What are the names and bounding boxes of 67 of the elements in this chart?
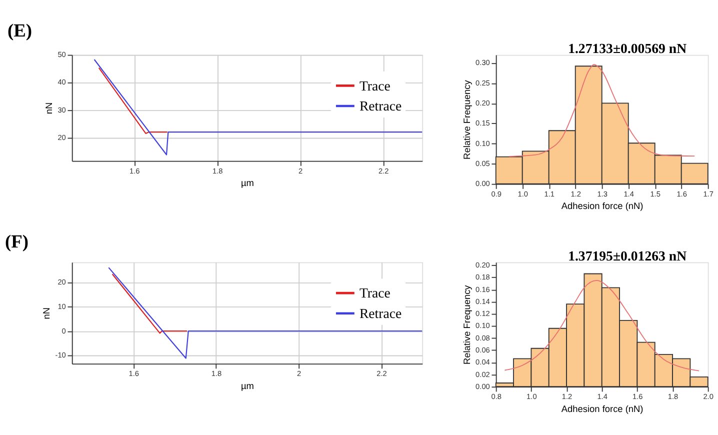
x-tick-label: 1.4 bbox=[624, 189, 634, 198]
x-axis-title: µm bbox=[240, 380, 254, 391]
y-tick-label: 0.14 bbox=[476, 296, 490, 306]
y-tick-label: 0 bbox=[62, 326, 66, 336]
y-tick-label: 0.25 bbox=[476, 78, 490, 88]
y-tick-label: 0.05 bbox=[476, 159, 490, 168]
legend-label: Trace bbox=[359, 286, 390, 301]
y-tick-label: 0.10 bbox=[476, 138, 490, 148]
line-series bbox=[504, 280, 700, 372]
x-tick-label: 0.9 bbox=[491, 189, 502, 198]
x-tick-label: 1.4 bbox=[597, 392, 608, 402]
x-tick-label: 1.8 bbox=[668, 392, 678, 402]
x-tick-label: 1.6 bbox=[676, 189, 687, 198]
x-tick-label: 1.3 bbox=[597, 189, 608, 198]
x-tick-label: 1.2 bbox=[562, 392, 572, 402]
x-tick-label: 1.0 bbox=[526, 392, 537, 402]
y-tick-label: 0.18 bbox=[476, 272, 490, 282]
annotation: 1.27133±0.00569 nN bbox=[568, 40, 687, 56]
y-tick-label: -10 bbox=[55, 350, 66, 360]
y-axis-title: nN bbox=[42, 307, 52, 320]
x-tick-label: 1.6 bbox=[128, 369, 140, 378]
x-axis-title: Adhesion force (nN) bbox=[561, 404, 644, 414]
x-tick-label: 2.0 bbox=[703, 392, 714, 402]
y-tick-label: 0.16 bbox=[476, 284, 490, 294]
y-tick-label: 30 bbox=[58, 105, 66, 114]
y-tick-label: 0.04 bbox=[476, 358, 490, 367]
y-tick-label: 50 bbox=[58, 50, 66, 60]
x-tick-label: 1.5 bbox=[650, 189, 660, 198]
x-tick-label: 1.8 bbox=[211, 369, 222, 378]
legend-label: Trace bbox=[359, 78, 390, 94]
x-tick-label: 1.8 bbox=[212, 166, 223, 176]
x-tick-label: 1.6 bbox=[632, 392, 643, 402]
chart-title: (F) bbox=[5, 231, 29, 252]
y-tick-label: 0.06 bbox=[476, 346, 490, 355]
x-tick-label: 1.0 bbox=[518, 189, 528, 198]
y-tick-label: 10 bbox=[58, 302, 66, 311]
y-axis-title: nN bbox=[44, 102, 54, 114]
y-tick-label: 40 bbox=[58, 78, 66, 87]
y-tick-label: 0.00 bbox=[476, 179, 490, 188]
x-axis-title: Adhesion force (nN) bbox=[561, 201, 644, 212]
x-tick-label: 2 bbox=[298, 166, 303, 176]
x-tick-label: 1.2 bbox=[570, 189, 581, 198]
x-tick-label: 1.7 bbox=[703, 189, 714, 198]
y-axis-title: Relative Frequency bbox=[462, 80, 472, 160]
y-tick-label: 0.12 bbox=[476, 309, 490, 318]
legend-label: Retrace bbox=[359, 98, 402, 114]
y-tick-label: 0.10 bbox=[476, 321, 490, 330]
x-tick-label: 2.2 bbox=[376, 369, 387, 378]
y-tick-label: 0.30 bbox=[476, 58, 490, 68]
x-axis-title: µm bbox=[240, 178, 254, 188]
chart-title: (E) bbox=[7, 20, 32, 40]
y-axis-title: Relative Frequency bbox=[462, 284, 472, 365]
legend-label: Retrace bbox=[359, 306, 402, 321]
y-tick-label: 0.00 bbox=[476, 382, 490, 391]
x-tick-label: 1.1 bbox=[544, 189, 554, 198]
x-tick-label: 1.6 bbox=[129, 166, 140, 176]
y-tick-label: 0.08 bbox=[476, 333, 490, 342]
y-tick-label: 0.02 bbox=[476, 370, 490, 379]
annotation: 1.37195±0.01263 nN bbox=[568, 248, 687, 264]
y-tick-label: 0.20 bbox=[476, 260, 490, 270]
y-tick-label: 0.15 bbox=[476, 118, 490, 128]
y-tick-label: 0.20 bbox=[476, 98, 490, 108]
y-tick-label: 20 bbox=[58, 132, 66, 142]
x-tick-label: 0.8 bbox=[491, 392, 502, 402]
x-tick-label: 2.2 bbox=[378, 166, 389, 176]
x-tick-label: 2 bbox=[297, 369, 302, 378]
y-tick-label: 20 bbox=[58, 278, 66, 287]
